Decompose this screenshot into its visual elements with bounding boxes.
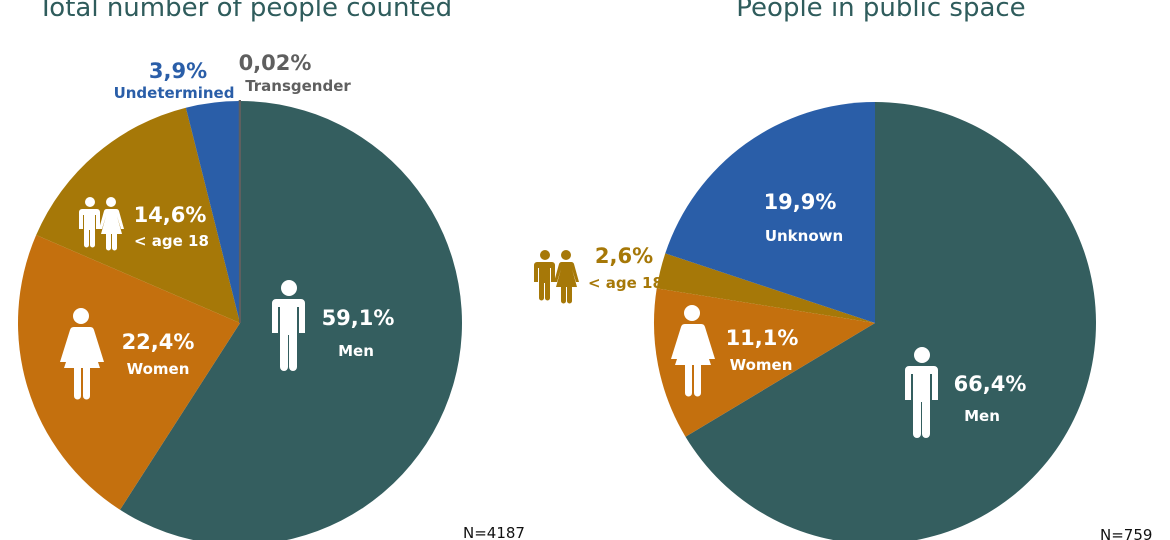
- pie-slice-men: [685, 102, 1096, 540]
- pie2-pct-women: 11,1%: [726, 326, 799, 350]
- pie1-pct-transgender: 0,02%: [239, 51, 312, 75]
- pie-public: [654, 102, 1096, 540]
- pie2-pct-children: 2,6%: [595, 244, 653, 268]
- pie2-label-men: 66,4% Men: [905, 347, 1026, 438]
- pie1-pct-undetermined: 3,9%: [149, 59, 207, 83]
- pie-slice-age-18: [36, 107, 240, 323]
- pie2-pct-unknown: 19,9%: [764, 190, 837, 214]
- pie2-label-children: 2,6% < age 18: [534, 244, 663, 304]
- pie2-cat-women: Women: [730, 356, 793, 374]
- chart-title-public: People in public space: [736, 0, 1025, 23]
- pie1-cat-women: Women: [127, 360, 190, 378]
- pie2-cat-unknown: Unknown: [765, 227, 843, 245]
- pie1-n-note: N=4187: [463, 524, 525, 540]
- pie-slice-undetermined: [185, 101, 240, 323]
- pie2-label-women: 11,1% Women: [671, 305, 798, 397]
- pie1-label-undetermined: 3,9% Undetermined: [114, 59, 235, 102]
- pie2-pct-men: 66,4%: [954, 372, 1027, 396]
- pie-slice-women: [17, 235, 240, 510]
- pie2-label-unknown: 19,9% Unknown: [764, 190, 844, 245]
- pie1-label-men: 59,1% Men: [272, 280, 394, 371]
- chart-title-total: Total number of people counted: [37, 0, 452, 23]
- pie1-label-women: 22,4% Women: [60, 308, 194, 400]
- pie2-cat-children: < age 18: [588, 274, 663, 292]
- pie1-cat-transgender: Transgender: [245, 77, 351, 95]
- children-icon: [534, 250, 579, 304]
- pie1-pct-men: 59,1%: [322, 306, 395, 330]
- pie1-cat-men: Men: [338, 342, 374, 360]
- pie1-cat-children: < age 18: [134, 232, 209, 250]
- pie1-cat-undetermined: Undetermined: [114, 84, 235, 102]
- pie1-pct-children: 14,6%: [134, 203, 207, 227]
- pie-slice-age-18: [656, 253, 875, 323]
- pie-slice-unknown: [665, 102, 875, 323]
- pie2-cat-men: Men: [964, 407, 1000, 425]
- pie1-pct-women: 22,4%: [122, 330, 195, 354]
- pie1-label-children: 14,6% < age 18: [79, 197, 209, 251]
- pie-slice-women: [654, 288, 875, 437]
- pie1-label-transgender: 0,02% Transgender: [239, 51, 352, 95]
- pie2-n-note: N=759: [1100, 526, 1152, 540]
